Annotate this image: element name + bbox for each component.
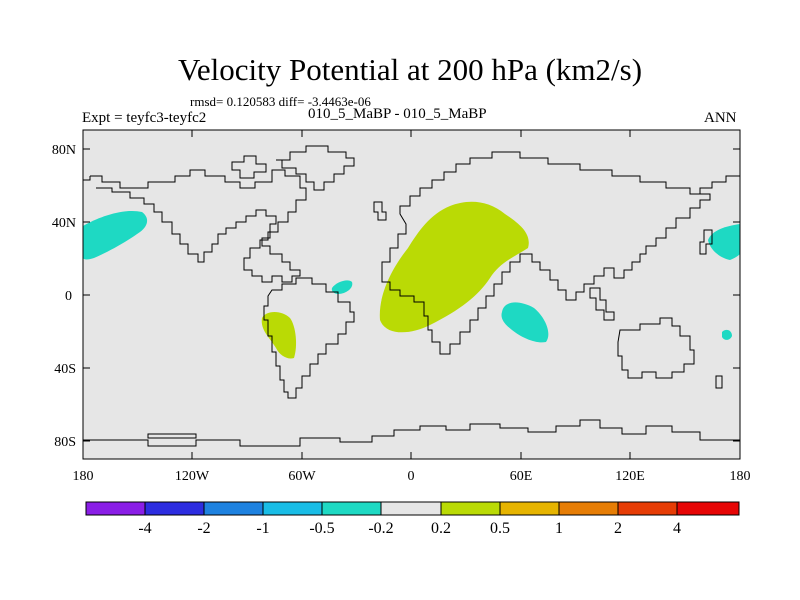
experiment-label: Expt = teyfc3-teyfc2 — [82, 110, 207, 126]
colorbar-label-9: 4 — [673, 520, 681, 537]
negative-anomaly-regions — [83, 210, 740, 343]
colorbar-box-6 — [440, 501, 501, 516]
colorbar — [85, 501, 740, 516]
outline-new-zealand — [715, 375, 723, 389]
continent-outlines — [83, 145, 740, 447]
outline-japan — [699, 229, 713, 255]
outline-british-isles — [373, 201, 387, 221]
colorbar-box-8 — [558, 501, 619, 516]
positive-anomaly-regions — [261, 201, 529, 359]
negative-region-northeast-pacific — [708, 224, 740, 260]
outline-indochina — [589, 287, 615, 321]
lon-label-180w: 180 — [73, 469, 94, 484]
colorbar-label-3: -0.5 — [309, 520, 334, 537]
outline-greenland — [276, 145, 355, 191]
lat-label-eq: 0 — [65, 289, 72, 304]
lon-label-0: 0 — [408, 469, 415, 484]
colorbar-label-8: 2 — [614, 520, 622, 537]
lon-label-120e: 120E — [615, 469, 645, 484]
positive-region-africa — [379, 201, 529, 333]
outline-eurasia-africa — [381, 151, 711, 355]
negative-region-atlantic — [331, 280, 353, 294]
colorbar-box-1 — [144, 501, 205, 516]
lon-label-180e: 180 — [730, 469, 751, 484]
lat-label-80n: 80N — [52, 143, 76, 158]
colorbar-labels: -4 -2 -1 -0.5 -0.2 0.2 0.5 1 2 4 — [138, 520, 681, 537]
colorbar-label-4: -0.2 — [368, 520, 393, 537]
outline-arctic-islands — [231, 155, 267, 179]
colorbar-label-6: 0.5 — [490, 520, 510, 537]
map-title: Velocity Potential at 200 hPa (km2/s) — [177, 52, 643, 87]
colorbar-box-9 — [617, 501, 678, 516]
outline-north-america — [90, 169, 307, 283]
lat-label-40n: 40N — [52, 216, 76, 231]
colorbar-label-2: -1 — [256, 520, 269, 537]
colorbar-label-5: 0.2 — [431, 520, 451, 537]
colorbar-box-0 — [85, 501, 146, 516]
negative-region-indian-ocean — [501, 302, 549, 343]
lon-label-60e: 60E — [510, 469, 533, 484]
negative-region-north-pacific — [83, 210, 148, 260]
outline-antarctica — [83, 419, 740, 447]
lon-label-60w: 60W — [288, 469, 316, 484]
lat-label-80s: 80S — [54, 435, 76, 450]
stats-label: rmsd= 0.120583 diff= -3.4463e-06 — [190, 94, 371, 109]
colorbar-label-1: -2 — [197, 520, 210, 537]
latitude-labels: 80N 40N 0 40S 80S — [52, 143, 76, 450]
colorbar-box-10 — [676, 501, 740, 516]
season-label: ANN — [704, 110, 737, 126]
lat-label-40s: 40S — [54, 362, 76, 377]
colorbar-box-3 — [262, 501, 323, 516]
positive-region-south-america — [261, 312, 297, 359]
colorbar-label-0: -4 — [138, 520, 151, 537]
negative-region-southwest-pacific — [722, 329, 732, 340]
outline-south-america — [263, 277, 355, 399]
colorbar-box-5 — [380, 501, 442, 516]
colorbar-label-7: 1 — [555, 520, 563, 537]
colorbar-box-4 — [321, 501, 382, 516]
outline-australia — [617, 317, 695, 379]
outline-ross-shelf — [147, 433, 197, 439]
outline-arctic-coast — [83, 175, 740, 195]
case-label: 010_5_MaBP - 010_5_MaBP — [308, 106, 487, 122]
longitude-labels: 180 120W 60W 0 60E 120E 180 — [73, 469, 751, 484]
lon-label-120w: 120W — [175, 469, 210, 484]
colorbar-box-2 — [203, 501, 264, 516]
tick-marks — [83, 130, 740, 459]
colorbar-box-7 — [499, 501, 560, 516]
